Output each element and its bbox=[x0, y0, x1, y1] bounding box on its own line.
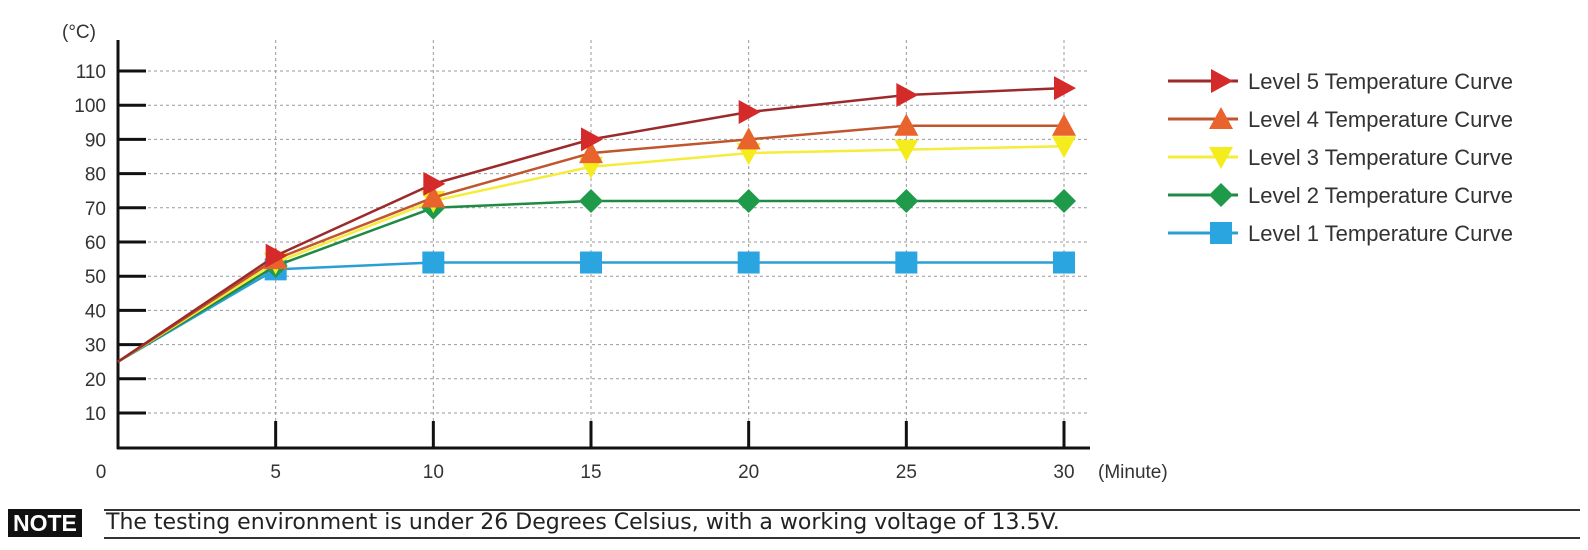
data-point bbox=[894, 113, 919, 136]
x-tick-label: 20 bbox=[738, 462, 759, 483]
data-point bbox=[422, 251, 445, 274]
legend-marker bbox=[1209, 147, 1233, 169]
series-line bbox=[117, 86, 1065, 363]
data-point bbox=[579, 141, 603, 164]
data-point bbox=[423, 171, 446, 196]
data-point bbox=[1052, 136, 1076, 159]
data-point bbox=[737, 251, 760, 274]
data-point bbox=[1054, 76, 1076, 101]
y-tick-label: 70 bbox=[85, 199, 106, 220]
legend-item: Level 5 Temperature Curve bbox=[1168, 69, 1513, 94]
data-point bbox=[581, 127, 603, 152]
note-badge: NOTE bbox=[8, 509, 82, 537]
data-point bbox=[580, 251, 602, 274]
legend-item: Level 2 Temperature Curve bbox=[1168, 183, 1513, 208]
data-point bbox=[738, 100, 761, 125]
y-tick-label: 10 bbox=[85, 404, 106, 425]
series-group bbox=[117, 76, 1076, 363]
grid-lines bbox=[118, 40, 1090, 448]
data-point bbox=[579, 188, 603, 213]
note-bar: NOTE The testing environment is under 26… bbox=[8, 509, 1580, 539]
x-tick-label: 30 bbox=[1053, 462, 1074, 483]
data-point bbox=[265, 243, 288, 268]
data-point bbox=[894, 139, 919, 162]
series-level-5-temperature-curve bbox=[117, 76, 1076, 363]
note-top-rule bbox=[104, 509, 1580, 511]
y-tick-label: 20 bbox=[85, 370, 106, 391]
data-point bbox=[736, 127, 761, 150]
temperature-chart: 10 20 30 40 50 60 70 80 90 100 110 5 10 15 20 25 30 (°C)… bbox=[62, 22, 1513, 483]
series-level-4-temperature-curve bbox=[117, 113, 1076, 363]
series-level-2-temperature-curve bbox=[117, 188, 1076, 363]
y-tick-label: 30 bbox=[85, 336, 106, 357]
y-tick-label: 40 bbox=[85, 301, 106, 322]
x-tick-label: 5 bbox=[270, 462, 281, 483]
y-tick-label: 100 bbox=[74, 96, 106, 117]
x-tick-label: 15 bbox=[580, 462, 601, 483]
tick-labels: 10 20 30 40 50 60 70 80 90 100 110 5 10 15 20 25 30 bbox=[74, 62, 1074, 483]
x-tick-label: 10 bbox=[423, 462, 444, 483]
y-tick-label: 110 bbox=[76, 62, 106, 83]
legend-marker bbox=[1210, 222, 1232, 244]
data-point bbox=[421, 185, 446, 208]
data-point bbox=[1052, 188, 1076, 213]
y-tick-label: 50 bbox=[85, 267, 106, 288]
legend-label: Level 5 Temperature Curve bbox=[1248, 69, 1513, 94]
y-tick-label: 60 bbox=[85, 233, 106, 254]
legend-marker bbox=[1209, 183, 1233, 207]
legend-item: Level 1 Temperature Curve bbox=[1168, 221, 1513, 246]
axes bbox=[116, 40, 1090, 450]
data-point bbox=[896, 82, 919, 107]
data-point bbox=[736, 188, 761, 213]
legend: Level 5 Temperature Curve Level 4 Tempera… bbox=[1168, 69, 1513, 246]
legend-marker bbox=[1211, 69, 1233, 93]
legend-item: Level 3 Temperature Curve bbox=[1168, 145, 1513, 170]
legend-label: Level 2 Temperature Curve bbox=[1248, 183, 1513, 208]
data-point bbox=[894, 188, 919, 213]
x-axis-unit: (Minute) bbox=[1098, 462, 1168, 483]
legend-label: Level 3 Temperature Curve bbox=[1248, 145, 1513, 170]
note-text: The testing environment is under 26 Degr… bbox=[104, 509, 1580, 539]
data-point bbox=[1053, 251, 1075, 274]
legend-label: Level 4 Temperature Curve bbox=[1248, 107, 1513, 132]
legend-marker bbox=[1209, 107, 1233, 129]
legend-label: Level 1 Temperature Curve bbox=[1248, 221, 1513, 246]
data-point bbox=[895, 251, 918, 274]
y-tick-label: 80 bbox=[85, 165, 106, 186]
data-point bbox=[1052, 113, 1076, 136]
x-tick-label: 25 bbox=[896, 462, 917, 483]
x-origin-label: 0 bbox=[96, 462, 107, 483]
y-axis-unit: (°C) bbox=[62, 22, 96, 43]
legend-item: Level 4 Temperature Curve bbox=[1168, 107, 1513, 132]
y-tick-label: 90 bbox=[85, 130, 106, 151]
series-level-3-temperature-curve bbox=[117, 136, 1076, 363]
